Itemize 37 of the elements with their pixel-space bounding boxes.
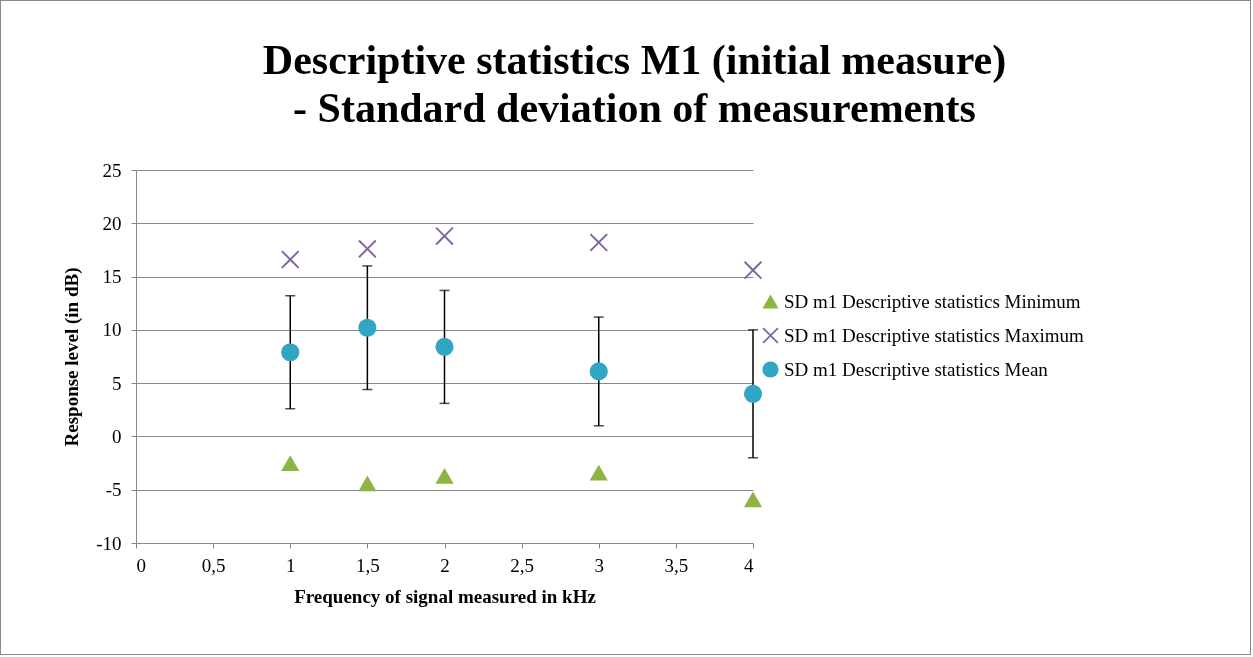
legend-label: SD m1 Descriptive statistics Minimum (784, 290, 1081, 312)
y-tick-label: 15 (102, 266, 122, 288)
y-tick-label: -10 (96, 532, 122, 554)
point (281, 343, 300, 362)
y-tick-label: 10 (102, 319, 122, 341)
x-axis-title: Frequency of signal measured in kHz (294, 585, 597, 607)
x-tick-label: 1,5 (356, 554, 380, 576)
y-axis-title: Response level (in dB) (61, 267, 84, 447)
y-tick-label: 0 (112, 425, 122, 447)
point (358, 239, 377, 258)
point (281, 455, 300, 471)
y-tick-label: 5 (112, 372, 122, 394)
y-tick-label: 20 (102, 212, 122, 234)
point (589, 464, 608, 481)
point (435, 467, 454, 484)
x-tick-label: 2,5 (510, 554, 534, 576)
point (589, 362, 608, 381)
point (435, 337, 454, 356)
x-tick-label: 1 (286, 554, 296, 576)
point (743, 384, 763, 403)
legend-label: SD m1 Descriptive statistics Maximum (784, 324, 1084, 346)
point (743, 261, 763, 280)
x-tick-label: 4 (744, 554, 754, 576)
point (589, 233, 608, 252)
point (358, 318, 377, 337)
x-tick-label: 0 (136, 554, 146, 576)
chart-title: Descriptive statistics M1 (initial measure) - Standard deviation of measurements (262, 37, 1007, 131)
x-tick-label: 2 (440, 554, 450, 576)
y-tick-label: 25 (102, 159, 122, 181)
point (358, 475, 377, 492)
x-tick-label: 0,5 (201, 554, 226, 576)
point (743, 491, 763, 508)
point (281, 250, 300, 269)
y-tick-label: -5 (105, 479, 122, 501)
x-tick-label: 3,5 (664, 554, 689, 576)
x-tick-label: 3 (594, 554, 604, 576)
legend-label: SD m1 Descriptive statistics Mean (784, 358, 1049, 380)
